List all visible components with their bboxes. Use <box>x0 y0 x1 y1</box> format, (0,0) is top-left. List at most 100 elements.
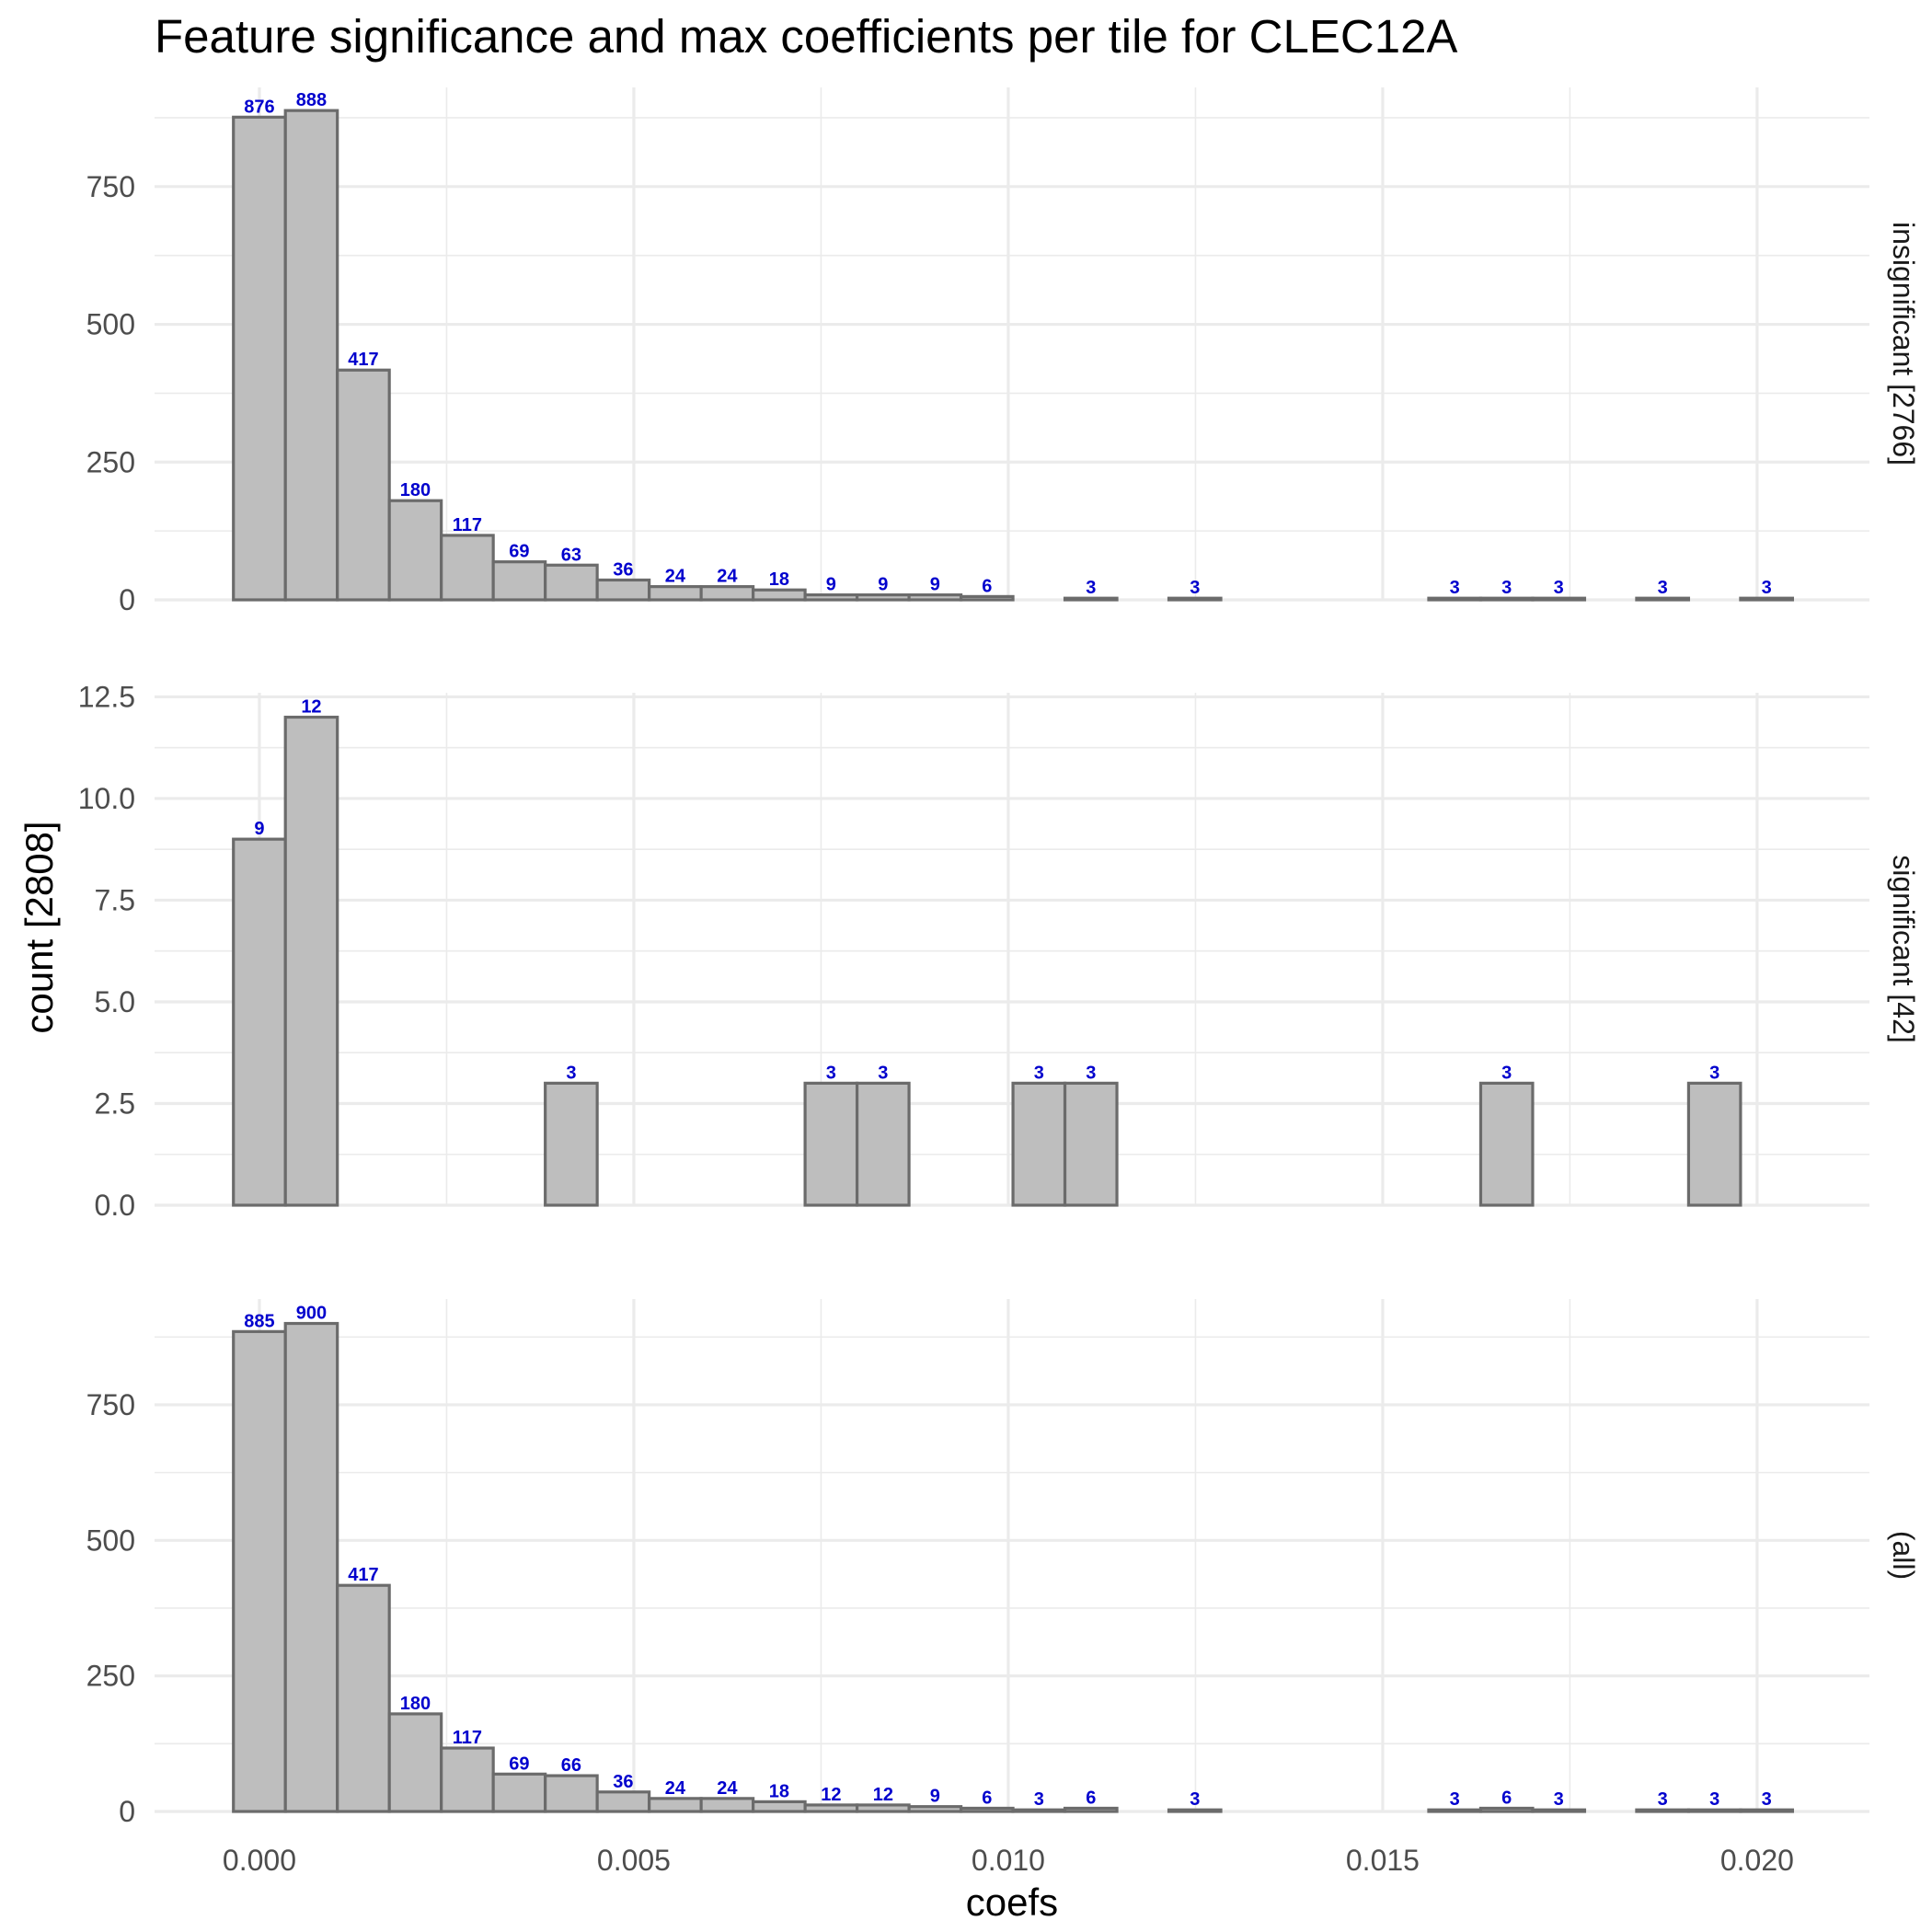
bar-value-label: 3 <box>1709 1789 1719 1810</box>
bar-value-label: 3 <box>1658 578 1668 598</box>
histogram-bar <box>1427 596 1483 602</box>
bar-value-label: 180 <box>400 480 431 500</box>
histogram-bar <box>1167 1808 1223 1813</box>
facet-strip-label: (all) <box>1887 1531 1920 1580</box>
histogram-bar <box>1167 596 1223 602</box>
histogram-bar <box>907 1805 963 1813</box>
x-tick-label: 0.005 <box>597 1844 671 1877</box>
bar-value-label: 9 <box>878 575 888 595</box>
y-tick-label: 7.5 <box>95 883 135 916</box>
histogram-bar <box>544 563 599 602</box>
bar-value-label: 3 <box>1554 578 1564 598</box>
bar-value-label: 117 <box>453 515 482 535</box>
bar-value-label: 6 <box>982 576 992 596</box>
histogram-bar <box>648 1797 703 1813</box>
bar-value-label: 3 <box>1190 1789 1200 1810</box>
y-tick-label: 5.0 <box>95 985 135 1018</box>
bar-value-label: 417 <box>348 1565 378 1585</box>
histogram-bar <box>855 1803 911 1813</box>
y-tick-label: 0 <box>119 1795 135 1828</box>
histogram-bar <box>1739 596 1795 602</box>
bar-value-label: 69 <box>509 1754 529 1774</box>
bar-value-label: 24 <box>717 567 738 587</box>
histogram-bar <box>752 1800 807 1813</box>
y-tick-label: 250 <box>86 445 135 478</box>
x-tick-label: 0.020 <box>1720 1844 1794 1877</box>
histogram-bar <box>544 1081 599 1207</box>
histogram-bar <box>959 1806 1015 1813</box>
histogram-bar <box>1427 1808 1483 1813</box>
bar-value-label: 6 <box>1086 1788 1096 1808</box>
bar-value-label: 180 <box>400 1694 431 1714</box>
bar-value-label: 3 <box>878 1063 888 1083</box>
histogram-bar <box>544 1774 599 1813</box>
bar-value-label: 3 <box>1762 1789 1772 1810</box>
y-tick-label: 250 <box>86 1660 135 1693</box>
facet-strip-label: insignificant [2766] <box>1887 222 1920 466</box>
bars-layer <box>232 109 1795 1813</box>
bar-value-label: 6 <box>1501 1788 1512 1808</box>
bar-value-label: 12 <box>301 697 321 718</box>
facet-strip-label: significant [42] <box>1887 855 1920 1043</box>
histogram-bar <box>1478 1806 1535 1813</box>
y-tick-label: 750 <box>86 1388 135 1421</box>
histogram-bar <box>1063 1806 1119 1813</box>
histogram-bar <box>440 534 495 602</box>
bar-value-label: 117 <box>453 1728 482 1748</box>
bar-value-label: 18 <box>769 569 789 590</box>
histogram-bar <box>803 1081 859 1207</box>
x-axis-title: coefs <box>966 1880 1058 1924</box>
bar-value-label: 3 <box>1086 1063 1096 1083</box>
histogram-bar <box>803 1803 859 1813</box>
histogram-bar <box>648 585 703 602</box>
bar-value-label: 3 <box>1658 1789 1668 1810</box>
bar-value-label: 9 <box>930 1787 940 1807</box>
x-tick-label: 0.015 <box>1346 1844 1420 1877</box>
histogram-bar <box>232 115 287 602</box>
histogram-bar <box>699 585 755 602</box>
bar-value-label: 3 <box>1501 1063 1512 1083</box>
histogram-bar <box>1739 1808 1795 1813</box>
y-tick-label: 2.5 <box>95 1087 135 1120</box>
bar-value-label: 12 <box>873 1785 893 1805</box>
y-tick-label: 0.0 <box>95 1189 135 1222</box>
histogram-bar <box>387 1712 443 1813</box>
bar-value-label: 3 <box>1190 578 1200 598</box>
y-tick-label: 12.5 <box>78 680 135 713</box>
histogram-bar <box>1531 596 1587 602</box>
bar-value-label: 12 <box>821 1785 841 1805</box>
histogram-bar <box>855 1081 911 1207</box>
histogram-bar <box>1635 1808 1691 1813</box>
bar-value-label: 885 <box>244 1311 274 1331</box>
histogram-bar <box>595 578 651 602</box>
bar-value-label: 18 <box>769 1781 789 1801</box>
bar-value-label: 69 <box>509 542 529 562</box>
histogram-bar <box>959 594 1015 602</box>
histogram-bar <box>232 837 287 1207</box>
bar-value-label: 3 <box>1086 578 1096 598</box>
histogram-bar <box>387 499 443 602</box>
bar-value-label: 3 <box>1762 578 1772 598</box>
histogram-bar <box>595 1790 651 1813</box>
bar-value-label: 3 <box>1450 578 1460 598</box>
histogram-bar <box>752 588 807 602</box>
histogram-bar <box>1686 1081 1742 1207</box>
histogram-bar <box>232 1329 287 1813</box>
bar-value-label: 3 <box>1034 1063 1044 1083</box>
bar-value-label: 24 <box>665 1778 686 1799</box>
bar-value-label: 9 <box>254 819 264 839</box>
chart-title: Feature significance and max coefficient… <box>155 10 1458 63</box>
bar-value-label: 9 <box>826 575 836 595</box>
histogram-bar <box>1063 1081 1119 1207</box>
histogram-bar <box>699 1797 755 1813</box>
bar-value-label: 6 <box>982 1788 992 1808</box>
y-tick-label: 0 <box>119 583 135 616</box>
histogram-bar <box>440 1746 495 1813</box>
histogram-bar <box>1531 1808 1587 1813</box>
y-axis-title: count [2808] <box>17 821 61 1033</box>
bar-value-label: 63 <box>561 545 581 565</box>
bar-value-label: 876 <box>244 97 274 117</box>
histogram-bar <box>283 1321 339 1813</box>
bar-value-label: 66 <box>561 1755 581 1776</box>
histogram-bar <box>1686 1808 1742 1813</box>
